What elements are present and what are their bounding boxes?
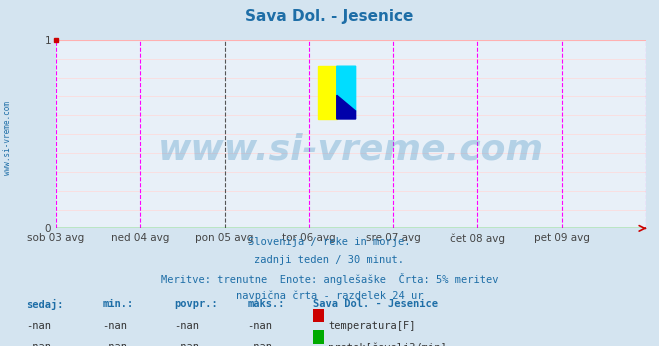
- Text: Meritve: trenutne  Enote: anglešaške  Črta: 5% meritev: Meritve: trenutne Enote: anglešaške Črta…: [161, 273, 498, 285]
- Text: -nan: -nan: [247, 321, 272, 331]
- Text: sedaj:: sedaj:: [26, 299, 64, 310]
- Text: -nan: -nan: [247, 342, 272, 346]
- Text: Sava Dol. - Jesenice: Sava Dol. - Jesenice: [245, 9, 414, 24]
- Polygon shape: [337, 66, 356, 111]
- Text: pretok[čevelj3/min]: pretok[čevelj3/min]: [328, 342, 447, 346]
- Text: www.si-vreme.com: www.si-vreme.com: [158, 132, 544, 166]
- Text: povpr.:: povpr.:: [175, 299, 218, 309]
- Text: -nan: -nan: [175, 321, 200, 331]
- Text: zadnji teden / 30 minut.: zadnji teden / 30 minut.: [254, 255, 405, 265]
- Text: www.si-vreme.com: www.si-vreme.com: [3, 101, 13, 175]
- Text: -nan: -nan: [26, 342, 51, 346]
- Text: navpična črta - razdelek 24 ur: navpična črta - razdelek 24 ur: [236, 291, 423, 301]
- Text: -nan: -nan: [175, 342, 200, 346]
- Text: temperatura[F]: temperatura[F]: [328, 321, 416, 331]
- Text: -nan: -nan: [26, 321, 51, 331]
- Text: -nan: -nan: [102, 321, 127, 331]
- Text: -nan: -nan: [102, 342, 127, 346]
- Text: Slovenija / reke in morje.: Slovenija / reke in morje.: [248, 237, 411, 247]
- Text: Sava Dol. - Jesenice: Sava Dol. - Jesenice: [313, 299, 438, 309]
- Bar: [318, 66, 337, 119]
- Text: min.:: min.:: [102, 299, 133, 309]
- Text: maks.:: maks.:: [247, 299, 285, 309]
- Polygon shape: [337, 95, 356, 119]
